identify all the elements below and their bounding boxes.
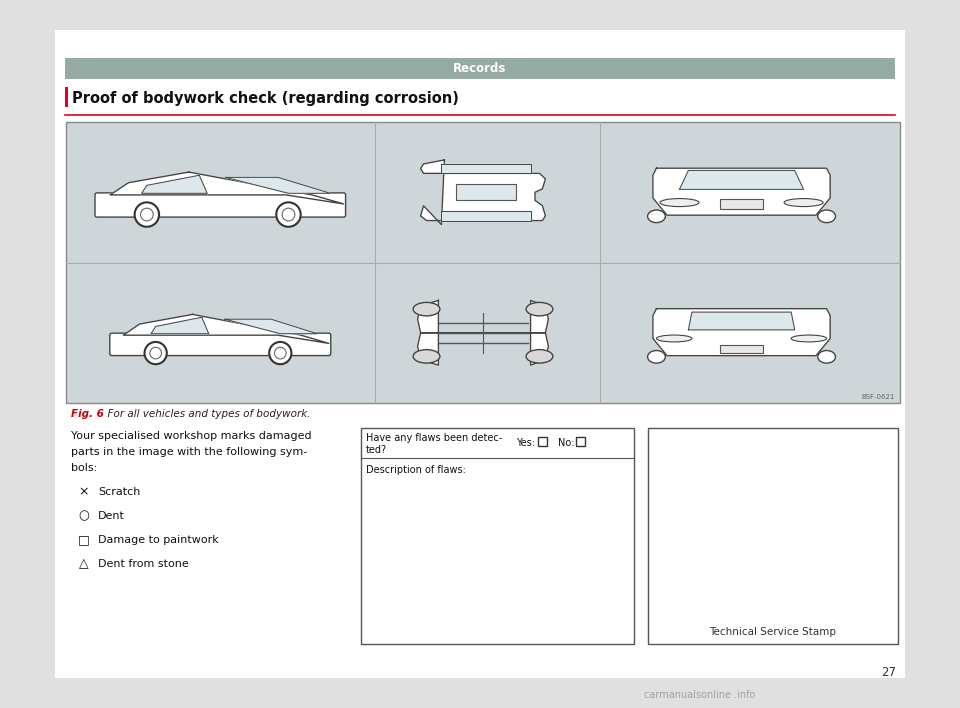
Text: □: □ [78, 534, 90, 547]
Text: Your specialised workshop marks damaged: Your specialised workshop marks damaged [71, 431, 312, 441]
Text: Records: Records [453, 62, 507, 75]
Circle shape [276, 202, 300, 227]
Bar [538, 437, 547, 446]
Bar [456, 184, 516, 200]
Text: ○: ○ [79, 510, 89, 523]
Text: Have any flaws been detec-: Have any flaws been detec- [366, 433, 502, 443]
Ellipse shape [657, 335, 692, 342]
Bar [361, 428, 634, 644]
Ellipse shape [648, 350, 665, 363]
Bar [55, 30, 905, 678]
Circle shape [145, 342, 167, 364]
Ellipse shape [648, 210, 665, 222]
Text: Scratch: Scratch [98, 487, 140, 497]
Text: For all vehicles and types of bodywork.: For all vehicles and types of bodywork. [101, 409, 310, 419]
Text: Proof of bodywork check (regarding corrosion): Proof of bodywork check (regarding corro… [72, 91, 459, 105]
Ellipse shape [413, 350, 440, 363]
Ellipse shape [791, 335, 827, 342]
Text: ted?: ted? [366, 445, 387, 455]
Text: No:: No: [558, 438, 574, 448]
Polygon shape [688, 312, 795, 330]
Bar [648, 428, 898, 644]
Bar [65, 58, 895, 79]
FancyBboxPatch shape [109, 333, 331, 355]
Ellipse shape [413, 302, 440, 316]
Text: ×: × [79, 486, 89, 498]
FancyBboxPatch shape [95, 193, 346, 217]
Ellipse shape [818, 210, 835, 222]
Polygon shape [418, 300, 548, 365]
Text: Yes:: Yes: [516, 438, 535, 448]
Ellipse shape [784, 198, 823, 207]
Ellipse shape [526, 302, 553, 316]
Bar [720, 199, 763, 210]
Ellipse shape [526, 350, 553, 363]
Text: Description of flaws:: Description of flaws: [366, 465, 466, 475]
Text: Technical Service Stamp: Technical Service Stamp [709, 627, 836, 637]
Polygon shape [442, 211, 531, 221]
Polygon shape [142, 176, 207, 193]
Polygon shape [151, 317, 208, 333]
Text: bols:: bols: [71, 463, 97, 473]
Polygon shape [226, 178, 330, 193]
Text: Damage to paintwork: Damage to paintwork [98, 535, 219, 545]
Circle shape [269, 342, 292, 364]
Polygon shape [653, 169, 830, 215]
Polygon shape [653, 309, 830, 355]
Polygon shape [225, 319, 317, 333]
Polygon shape [123, 314, 328, 343]
Bar [576, 437, 585, 446]
Polygon shape [442, 164, 531, 173]
Text: carmanualsonline .info: carmanualsonline .info [644, 690, 756, 700]
Text: Dent: Dent [98, 511, 125, 521]
Text: parts in the image with the following sym-: parts in the image with the following sy… [71, 447, 307, 457]
Text: 27: 27 [881, 666, 896, 678]
Bar [720, 346, 763, 353]
Polygon shape [110, 172, 344, 204]
Ellipse shape [818, 350, 835, 363]
Polygon shape [420, 160, 545, 224]
Text: Dent from stone: Dent from stone [98, 559, 189, 569]
Text: Fig. 6: Fig. 6 [71, 409, 104, 419]
Polygon shape [680, 171, 804, 189]
Bar [66, 122, 900, 403]
Bar [65, 87, 68, 107]
Circle shape [134, 202, 159, 227]
Ellipse shape [660, 198, 699, 207]
Text: BSF-0621: BSF-0621 [862, 394, 895, 400]
Text: △: △ [79, 557, 89, 571]
